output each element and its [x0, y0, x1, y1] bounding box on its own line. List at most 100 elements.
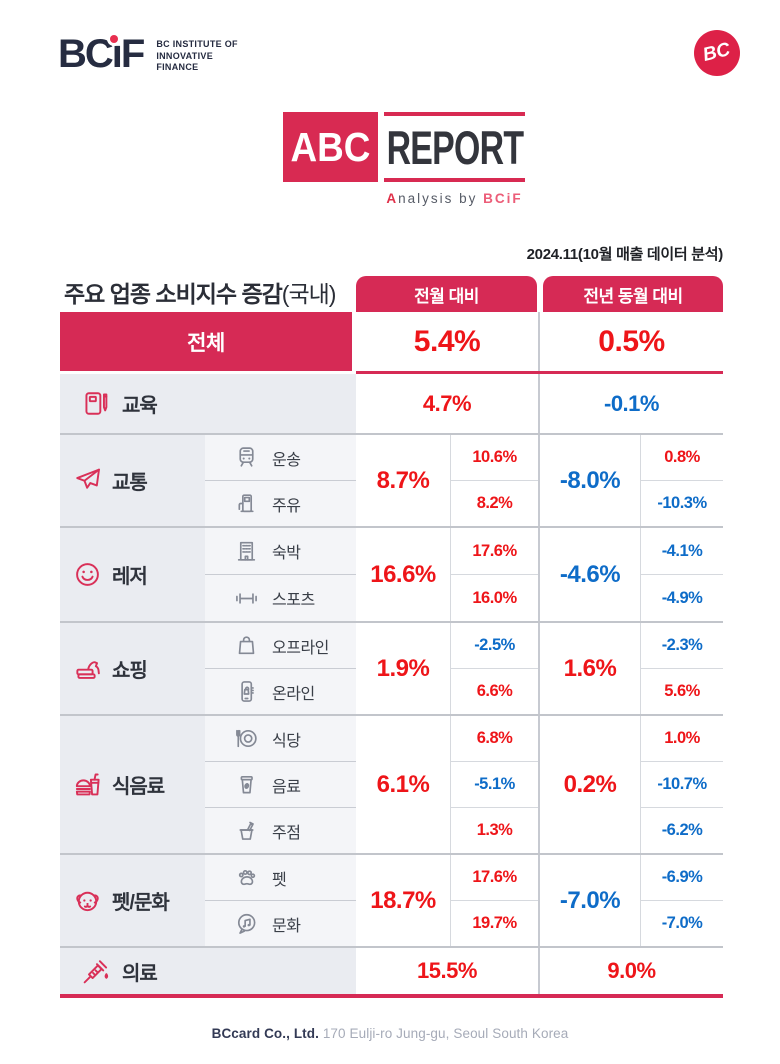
- yoy-sub-value: 0.8%: [664, 448, 700, 466]
- bcif-tagline: BC INSTITUTE OF INNOVATIVE FINANCE: [156, 39, 238, 73]
- mom-main-value: 6.1%: [376, 770, 430, 798]
- subcategory-item: 온라인: [205, 668, 356, 714]
- bcif-logo: BCiF BC INSTITUTE OF INNOVATIVE FINANCE: [58, 34, 238, 74]
- mobile-shopping-icon: [241, 681, 254, 702]
- yoy-sub-value: -10.7%: [641, 761, 723, 807]
- card-hand-icon: [76, 661, 100, 679]
- subcategory-label: 오프라인: [272, 639, 329, 657]
- subcategory-item: 문화: [205, 900, 356, 946]
- yoy-sub-values: 1.0% -10.7% -6.2%: [640, 716, 723, 853]
- shopping-bag-icon: [238, 636, 255, 655]
- dog-icon: [76, 891, 99, 912]
- subcategory-label: 숙박: [272, 545, 301, 562]
- column-header-mom: 전월 대비: [356, 276, 537, 312]
- footer-address: 170 Eulji-ro Jung-gu, Seoul South Korea: [322, 1026, 569, 1041]
- mom-sub-value: 6.8%: [476, 729, 513, 747]
- category-row-교육: 교육 4.7% -0.1%: [60, 374, 723, 433]
- burger-drink-icon: [75, 773, 100, 796]
- mom-sub-value: -5.1%: [451, 761, 538, 807]
- mom-sub-value: 17.6%: [472, 541, 517, 560]
- yoy-sub-value: -4.1%: [661, 541, 703, 560]
- category-cell: 레저: [60, 528, 205, 621]
- total-row: 전체 5.4% 0.5%: [60, 312, 723, 371]
- bcif-logo-text: BCiF: [58, 32, 145, 76]
- mom-sub-value: 8.2%: [451, 480, 538, 526]
- total-yoy-value: 0.5%: [598, 324, 665, 358]
- category-label: 펫/문화: [112, 892, 170, 914]
- subcategory-label: 펫: [272, 871, 287, 889]
- total-underline: [356, 371, 723, 374]
- fuel-pump-icon: [238, 494, 254, 513]
- subcategory-label: 운송: [272, 451, 301, 469]
- culture-icon: [237, 913, 256, 934]
- yoy-sub-value: -10.3%: [641, 480, 723, 526]
- subcategory-item: 숙박: [205, 528, 356, 574]
- mom-main-value: 1.9%: [376, 654, 430, 682]
- yoy-sub-value: -6.2%: [641, 807, 723, 853]
- yoy-sub-value: -4.9%: [641, 574, 723, 621]
- yoy-sub-values: -6.9% -7.0%: [640, 855, 723, 946]
- mom-main-value: 16.6%: [370, 560, 436, 588]
- category-row-쇼핑: 쇼핑 오프라인 온라인 1.9% -2.5% 6.6% 1.6% -2.3% 5.6%: [60, 621, 723, 714]
- category-cell: 펫/문화: [60, 855, 205, 946]
- subcategory-label: 문화: [272, 917, 301, 935]
- category-row-의료: 의료 15.5% 9.0%: [60, 946, 723, 994]
- mom-sub-values: 10.6% 8.2%: [450, 435, 538, 526]
- cup-icon: [240, 775, 253, 794]
- column-header-yoy: 전년 동월 대비: [543, 276, 723, 312]
- mom-sub-value: 1.3%: [451, 807, 538, 853]
- yoy-sub-values: -2.3% 5.6%: [640, 623, 723, 714]
- syringe-icon: [83, 959, 109, 983]
- yoy-sub-value: 1.0%: [664, 729, 700, 747]
- book-icon: [85, 392, 108, 415]
- subcategory-column: 운송 주유: [205, 435, 356, 526]
- mom-sub-values: 17.6% 19.7%: [450, 855, 538, 946]
- mom-sub-values: 17.6% 16.0%: [450, 528, 538, 621]
- yoy-main-value: -7.0%: [538, 855, 640, 946]
- footer: BCcard Co., Ltd. 170 Eulji-ro Jung-gu, S…: [0, 1026, 780, 1041]
- bc-circle-logo: BC: [694, 30, 740, 76]
- yoy-sub-values: -4.1% -4.9%: [640, 528, 723, 621]
- yoy-sub-value: -7.0%: [641, 900, 723, 946]
- yoy-value: -0.1%: [604, 390, 659, 416]
- category-cell: 쇼핑: [60, 623, 205, 714]
- abc-report-logo-abc: ABC: [283, 112, 378, 182]
- mom-value: 4.7%: [356, 374, 540, 433]
- mom-sub-values: 6.8% -5.1% 1.3%: [450, 716, 538, 853]
- dumbbell-icon: [236, 592, 257, 604]
- smiley-icon: [76, 563, 99, 586]
- yoy-sub-value: -6.9%: [661, 868, 703, 886]
- mom-sub-value: 6.6%: [451, 668, 538, 714]
- subcategory-item: 오프라인: [205, 623, 356, 668]
- mom-sub-value: -2.5%: [474, 636, 515, 654]
- table-body: 교육 4.7% -0.1% 교통 운송 주유 8.7% 10.6% 8.2% -8.0% 0.8% -…: [60, 374, 723, 994]
- paw-icon: [238, 869, 256, 886]
- category-cell: 교육: [60, 374, 356, 433]
- subcategory-label: 식당: [272, 732, 301, 750]
- subcategory-label: 주점: [272, 824, 301, 842]
- yoy-sub-value: 5.6%: [641, 668, 723, 714]
- subcategory-item: 주점: [205, 807, 356, 853]
- table-title: 주요 업종 소비지수 증감(국내): [64, 281, 336, 307]
- category-label: 식음료: [112, 776, 165, 798]
- yoy-main-value: -4.6%: [538, 528, 640, 621]
- mom-main-value: 18.7%: [370, 886, 436, 914]
- category-label: 교육: [122, 395, 158, 417]
- subcategory-label: 스포츠: [272, 592, 315, 609]
- category-label: 레저: [112, 566, 148, 588]
- abc-report-logo-report: REPORT: [384, 112, 525, 182]
- footer-company: BCcard Co., Ltd.: [211, 1026, 319, 1041]
- category-row-펫/문화: 펫/문화 펫 문화 18.7% 17.6% 19.7% -7.0% -6.9% -7.0%: [60, 853, 723, 946]
- category-row-교통: 교통 운송 주유 8.7% 10.6% 8.2% -8.0% 0.8% -10.3%: [60, 433, 723, 526]
- yoy-main-value: 1.6%: [538, 623, 640, 714]
- yoy-main-value: 0.2%: [538, 716, 640, 853]
- mom-value: 15.5%: [356, 948, 540, 994]
- total-label: 전체: [60, 312, 352, 371]
- mom-sub-value: 19.7%: [451, 900, 538, 946]
- subcategory-label: 음료: [272, 778, 301, 796]
- category-cell: 식음료: [60, 716, 205, 853]
